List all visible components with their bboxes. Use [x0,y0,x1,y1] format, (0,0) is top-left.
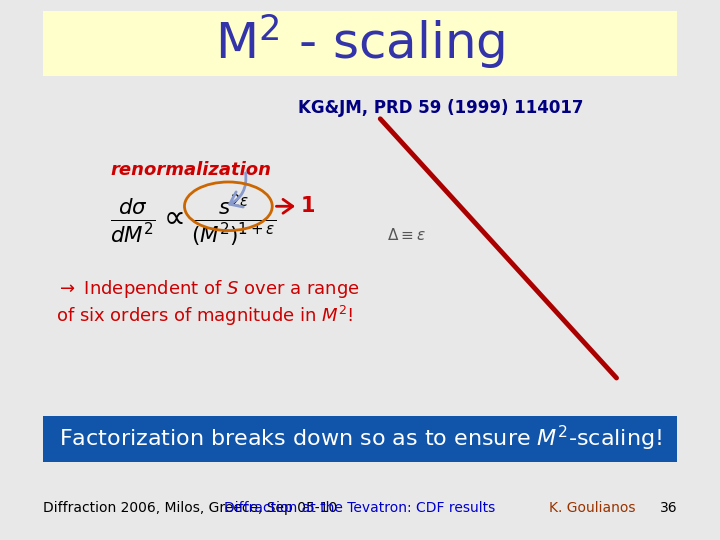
FancyBboxPatch shape [42,416,678,462]
Text: $\Delta \equiv \varepsilon$: $\Delta \equiv \varepsilon$ [387,227,426,243]
Text: M$^2$ - scaling: M$^2$ - scaling [215,12,505,71]
Text: Factorization breaks down so as to ensure $M^2$-scaling!: Factorization breaks down so as to ensur… [58,424,662,453]
FancyArrowPatch shape [230,173,246,207]
Text: of six orders of magnitude in $M^2$!: of six orders of magnitude in $M^2$! [56,304,354,328]
Text: 1: 1 [300,196,315,217]
Text: $\frac{d\sigma}{dM^2} \propto \frac{s^{2\varepsilon}}{(M^2)^{1+\varepsilon}}$: $\frac{d\sigma}{dM^2} \propto \frac{s^{2… [110,193,276,250]
Text: 36: 36 [660,501,678,515]
Text: renormalization: renormalization [110,161,271,179]
Text: K. Goulianos: K. Goulianos [549,501,636,515]
Text: Diffraction at the Tevatron: CDF results: Diffraction at the Tevatron: CDF results [225,501,495,515]
FancyBboxPatch shape [42,11,678,76]
Text: KG&JM, PRD 59 (1999) 114017: KG&JM, PRD 59 (1999) 114017 [298,99,584,117]
FancyArrowPatch shape [276,199,293,213]
Text: $\rightarrow$ Independent of $S$ over a range: $\rightarrow$ Independent of $S$ over a … [56,278,360,300]
Text: Diffraction 2006, Milos, Greece, Sep 05-10: Diffraction 2006, Milos, Greece, Sep 05-… [42,501,337,515]
